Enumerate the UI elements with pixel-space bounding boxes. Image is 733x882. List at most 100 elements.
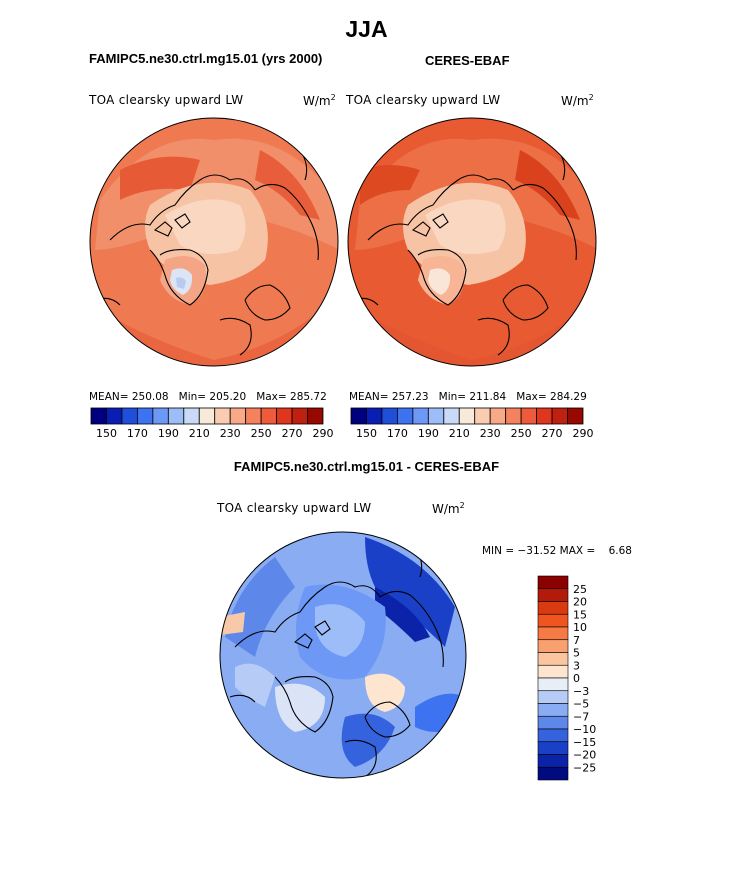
model-units-label: W/m2 — [303, 93, 336, 108]
diff-colorbar-tick-label: 25 — [573, 583, 587, 596]
diff-colorbar-tick-label: 15 — [573, 608, 587, 621]
diff-colorbar-swatch — [537, 690, 569, 704]
diff-colorbar-swatch — [537, 575, 569, 590]
obs-colorbar-tick-label: 230 — [480, 427, 501, 440]
model-colorbar-swatch — [152, 407, 169, 425]
model-panel-title: FAMIPC5.ne30.ctrl.mg15.01 (yrs 2000) — [89, 51, 323, 66]
diff-colorbar-swatch — [537, 588, 569, 602]
obs-colorbar-swatch — [567, 407, 584, 425]
obs-colorbar-swatch — [551, 407, 568, 425]
obs-colorbar-swatch — [381, 407, 398, 425]
obs-colorbar-tick-label: 290 — [573, 427, 594, 440]
diff-colorbar-swatch — [537, 601, 569, 615]
diff-colorbar-tick-label: −5 — [573, 698, 589, 711]
diff-colorbar-tick-label: −7 — [573, 710, 589, 723]
diff-colorbar-tick-label: 3 — [573, 659, 580, 672]
diff-colorbar-tick-label: 10 — [573, 621, 587, 634]
diff-colorbar-tick-label: −25 — [573, 761, 596, 774]
obs-colorbar-tick-label: 190 — [418, 427, 439, 440]
obs-colorbar-swatch — [520, 407, 538, 425]
diff-colorbar-swatch — [537, 766, 569, 781]
model-colorbar-swatch — [229, 407, 247, 425]
obs-colorbar-tick-label: 210 — [449, 427, 470, 440]
model-colorbar-tick-label: 150 — [96, 427, 117, 440]
diff-colorbar-swatch — [537, 754, 569, 768]
diff-colorbar-tick-label: 7 — [573, 634, 580, 647]
model-colorbar: 150 170 190 210 230 250 270 290 — [90, 407, 334, 440]
obs-units-label: W/m2 — [561, 93, 594, 108]
obs-colorbar-tick-label: 270 — [542, 427, 563, 440]
obs-colorbar-swatch — [474, 407, 491, 425]
figure-title: JJA — [345, 16, 388, 42]
model-colorbar-swatch — [167, 407, 185, 425]
model-colorbar-tick-label: 170 — [127, 427, 148, 440]
model-colorbar-swatch — [183, 407, 200, 425]
abs-colorbars: 150 170 190 210 230 250 270 290 150 170 190 210 230… — [90, 407, 594, 440]
map-panels — [89, 117, 597, 367]
diff-colorbar-swatch — [537, 703, 569, 717]
obs-panel-title: CERES-EBAF — [425, 53, 510, 68]
model-colorbar-swatch — [121, 407, 138, 425]
obs-colorbar-swatch — [396, 407, 414, 425]
model-colorbar-tick-label: 210 — [189, 427, 210, 440]
diff-colorbar-tick-label: −3 — [573, 685, 589, 698]
obs-colorbar-tick-label: 150 — [356, 427, 377, 440]
diff-colorbar-tick-label: −10 — [573, 723, 596, 736]
model-colorbar-tick-label: 270 — [282, 427, 303, 440]
diff-colorbar-swatch — [537, 741, 569, 755]
model-colorbar-swatch — [276, 407, 293, 425]
model-colorbar-tick-label: 290 — [313, 427, 334, 440]
obs-colorbar-swatch — [366, 407, 383, 425]
obs-stats: MEAN= 257.23 Min= 211.84 Max= 284.29 — [349, 391, 587, 403]
obs-colorbar-swatch — [350, 407, 367, 425]
obs-polar-map — [348, 118, 596, 366]
diff-colorbar-tick-label: −15 — [573, 736, 596, 749]
obs-colorbar-tick-label: 170 — [387, 427, 408, 440]
model-colorbar-swatch — [214, 407, 231, 425]
model-colorbar-tick-label: 230 — [220, 427, 241, 440]
model-colorbar-tick-label: 190 — [158, 427, 179, 440]
obs-colorbar-swatch — [536, 407, 553, 425]
obs-colorbar-swatch — [412, 407, 429, 425]
diff-colorbar-swatch — [537, 664, 569, 679]
model-colorbar-swatch — [260, 407, 277, 425]
diff-colorbar-tick-label: 5 — [573, 647, 580, 660]
model-colorbar-swatch — [136, 407, 154, 425]
diff-polar-map — [220, 532, 466, 778]
model-colorbar-swatch — [245, 407, 262, 425]
difference-panel-title: FAMIPC5.ne30.ctrl.mg15.01 - CERES-EBAF — [233, 459, 500, 474]
obs-colorbar-swatch — [443, 407, 460, 425]
model-colorbar-swatch — [198, 407, 216, 425]
diff-map-panel — [219, 531, 467, 779]
model-variable-label: TOA clearsky upward LW — [89, 93, 244, 107]
diff-colorbar-swatch — [537, 728, 569, 743]
obs-colorbar-swatch — [458, 407, 476, 425]
model-polar-map — [90, 118, 338, 366]
diff-colorbar-swatch — [537, 652, 569, 666]
model-colorbar-swatch — [90, 407, 107, 425]
diff-colorbar-tick-label: 0 — [573, 672, 580, 685]
model-colorbar-swatch — [106, 407, 123, 425]
diff-colorbar-swatch — [537, 677, 569, 692]
diff-minmax: MIN = −31.52 MAX = 6.68 — [482, 545, 632, 557]
obs-variable-label: TOA clearsky upward LW — [346, 93, 501, 107]
obs-colorbar-tick-label: 250 — [511, 427, 532, 440]
diff-colorbar-swatch — [537, 639, 569, 653]
obs-colorbar: 150 170 190 210 230 250 270 290 — [350, 407, 594, 440]
obs-colorbar-swatch — [427, 407, 445, 425]
obs-colorbar-swatch — [489, 407, 507, 425]
obs-colorbar-swatch — [505, 407, 522, 425]
model-colorbar-swatch — [307, 407, 324, 425]
diff-colorbar-swatch — [537, 715, 569, 730]
model-stats: MEAN= 250.08 Min= 205.20 Max= 285.72 — [89, 391, 327, 403]
diff-units-label: W/m2 — [432, 501, 465, 516]
diff-colorbar-swatch — [537, 626, 569, 641]
diff-variable-label: TOA clearsky upward LW — [217, 501, 372, 515]
diff-colorbar-swatch — [537, 613, 569, 628]
model-colorbar-swatch — [291, 407, 308, 425]
diff-colorbar-tick-label: −20 — [573, 749, 596, 762]
model-colorbar-tick-label: 250 — [251, 427, 272, 440]
diff-colorbar-tick-label: 20 — [573, 596, 587, 609]
